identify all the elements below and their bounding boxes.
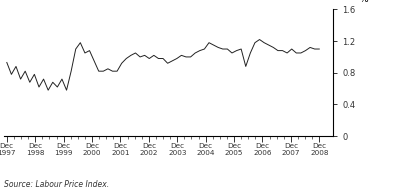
Text: Source: Labour Price Index.: Source: Labour Price Index. <box>4 180 109 189</box>
Text: %: % <box>360 0 368 4</box>
